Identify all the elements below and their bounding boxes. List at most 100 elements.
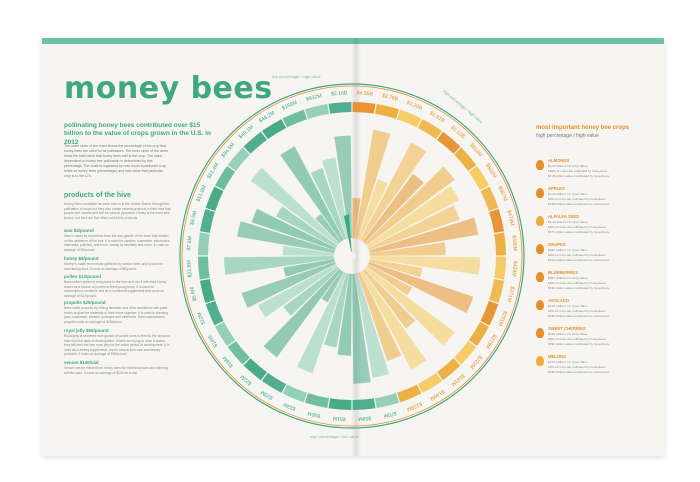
crop-ring-segment — [328, 102, 352, 114]
crop-ring-segment — [352, 398, 376, 410]
crop-ring-segment — [375, 103, 400, 119]
value-label: $4.35B — [356, 90, 373, 97]
crop-icon — [536, 272, 544, 282]
crop-ring-segment — [304, 393, 329, 409]
value-label: $22M — [239, 373, 253, 386]
crop-ring-segment — [480, 186, 499, 211]
crop-ring-segment — [304, 103, 329, 119]
crop-ring-segment — [205, 186, 224, 211]
crop-bar — [237, 221, 335, 254]
value-label: $567M — [496, 185, 508, 202]
crop-icon — [536, 300, 544, 310]
crop-bar — [250, 167, 340, 246]
crop-ring-segment — [397, 109, 422, 128]
crop-ring-segment — [417, 119, 443, 140]
crop-ring-segment — [454, 147, 477, 171]
crop-line-1: $1.12 billion U.S. Crop Value — [548, 220, 588, 224]
product-name: venom $140/vial — [64, 360, 99, 365]
crop-ring-segment — [468, 321, 489, 347]
magazine-spread: money bees pollinating honey bees contri… — [42, 38, 664, 456]
crop-line-1: $4.35 billion U.S. Crop Value — [548, 164, 588, 168]
value-label: $2.16B — [331, 90, 348, 97]
crop-name: MELONS — [548, 354, 566, 359]
ring-label-bottom: high percentage / low value — [310, 434, 359, 439]
value-label: $3.20B — [405, 100, 423, 112]
crop-name: BLUEBERRIES — [548, 270, 579, 275]
crop-bar — [352, 273, 371, 384]
crop-name: GRAPES — [548, 242, 566, 247]
product-name: wax $4/pound — [64, 228, 94, 233]
crop-bar — [354, 273, 390, 378]
crop-ring-segment — [437, 358, 461, 381]
crop-ring-segment — [227, 147, 250, 171]
crop-ring-segment — [417, 372, 443, 393]
page-subtitle: pollinating honey bees contributed over … — [64, 122, 211, 146]
crop-line-3: $671 million value contributed by honeyb… — [548, 230, 610, 234]
crop-bar — [352, 198, 361, 239]
crop-bar — [369, 242, 446, 256]
product-royal-jelly: royal jelly $50/pound Royal jelly is sec… — [64, 328, 172, 357]
crop-ring-segment — [468, 165, 489, 191]
crop-bar — [362, 173, 424, 244]
crop-bar — [276, 206, 338, 248]
crops-panel: most important honey bee crops high perc… — [536, 125, 654, 139]
crop-bar — [364, 266, 455, 346]
crop-line-1: $478 million U.S. Crop Value — [548, 304, 588, 308]
crop-bar — [369, 258, 423, 278]
products-title: products of the hive — [64, 192, 131, 199]
crop-bar — [310, 168, 347, 240]
crop-bar — [257, 264, 338, 318]
value-label: $7.6M — [186, 236, 193, 251]
crop-line-2: 90% of crops are pollinated by honeybees — [548, 337, 606, 341]
crop-bar — [357, 179, 389, 240]
crop-ring-segment — [397, 384, 422, 403]
crop-bar — [369, 256, 480, 275]
value-label: $49.1M — [238, 124, 255, 140]
crop-bar — [364, 166, 455, 246]
crop-ring-segment — [215, 165, 236, 191]
value-label: $94.5M — [220, 142, 236, 159]
crop-line-1: $436 million U.S. Crop Value — [548, 332, 588, 336]
product-text: Wax is made by secretions from the wax g… — [64, 234, 171, 252]
crop-bar — [362, 268, 416, 329]
crop-ring-segment — [198, 256, 210, 280]
crop-ring-segment — [489, 279, 505, 304]
crop-bar — [296, 272, 347, 374]
crop-bar — [366, 185, 460, 248]
crop-icon — [536, 160, 544, 170]
crop-ring-segment — [454, 341, 477, 365]
crop-bar — [357, 272, 402, 361]
crop-bar — [354, 129, 391, 239]
value-label: $51M — [333, 415, 346, 422]
crop-ring-segment — [261, 119, 287, 140]
crop-bar — [280, 146, 344, 242]
radial-crop-chart: $4.35B $3.76B$3.20B$1.61B$1.12B$914M$682M… — [179, 83, 525, 429]
crop-bar — [283, 266, 340, 316]
crop-line-3: $4.35 billion value contributed by honey… — [548, 174, 610, 178]
value-label: $291M — [496, 310, 508, 327]
value-label: $33M — [283, 401, 297, 412]
crop-line-2: 60% of crops are pollinated by honeybees — [548, 225, 606, 229]
product-name: pollen $12/pound — [64, 274, 102, 279]
crop-line-2: 90% of crops are pollinated by honeybees — [548, 253, 606, 257]
crop-icon — [536, 244, 544, 254]
crop-bar — [337, 273, 352, 356]
outer-ring — [179, 83, 525, 429]
crop-line-2: 90% of crops are pollinated by honeybees — [548, 309, 606, 313]
crop-bar — [368, 205, 460, 251]
crop-line-3: $392 million value contributed by honeyb… — [548, 342, 610, 346]
crop-ring-segment — [198, 232, 210, 256]
crop-name: ALMONDS — [548, 158, 570, 163]
crop-ring-segment — [437, 131, 461, 154]
crop-bar — [283, 258, 335, 277]
value-label: $51.8M — [196, 185, 208, 203]
value-label: $58M — [358, 415, 371, 422]
crop-bar — [224, 256, 335, 275]
crop-bar — [324, 273, 350, 348]
crops-panel-subtitle: high percentage / high value — [536, 133, 599, 139]
value-label: $128M — [406, 400, 423, 412]
value-label: $478M — [505, 210, 515, 227]
value-label: $158M — [281, 100, 298, 112]
products-intro-text: Honey bees contribute far more than is i… — [64, 202, 171, 220]
crop-bar — [322, 157, 350, 239]
